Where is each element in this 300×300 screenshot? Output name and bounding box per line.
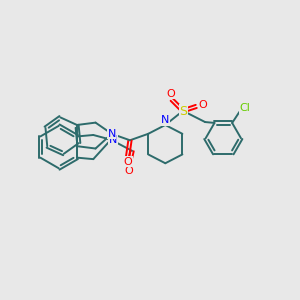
- Text: Cl: Cl: [239, 103, 250, 113]
- Text: N: N: [109, 135, 117, 145]
- Text: O: O: [124, 167, 133, 176]
- Text: S: S: [180, 105, 188, 118]
- Text: O: O: [123, 157, 132, 167]
- Text: N: N: [161, 115, 170, 125]
- Text: O: O: [198, 100, 207, 110]
- Text: O: O: [167, 89, 176, 99]
- Text: N: N: [107, 129, 116, 139]
